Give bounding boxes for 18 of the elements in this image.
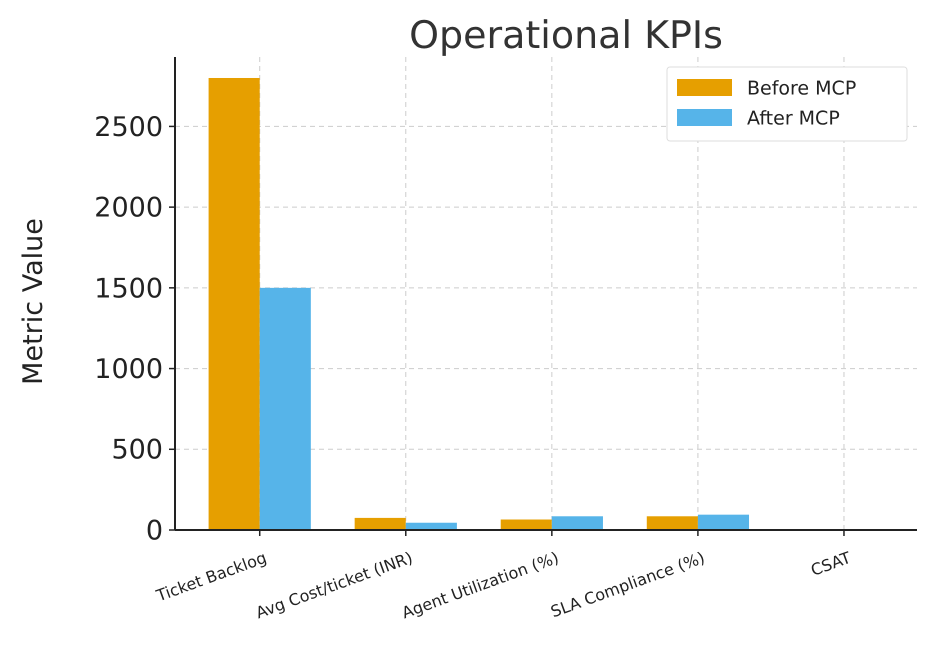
- bar: [208, 78, 260, 530]
- y-tick-label: 1500: [94, 273, 163, 304]
- legend-label: After MCP: [747, 108, 840, 130]
- y-tick-label: 2500: [94, 112, 163, 143]
- y-tick-label: 0: [146, 515, 163, 546]
- bar: [646, 516, 698, 530]
- x-tick-label: CSAT: [808, 548, 854, 580]
- y-tick-label: 1000: [94, 354, 163, 386]
- chart-title: Operational KPIs: [409, 13, 723, 57]
- y-axis-title: Metric Value: [18, 218, 49, 385]
- bar: [260, 288, 311, 530]
- y-tick-label: 500: [111, 434, 163, 466]
- bar: [354, 518, 406, 530]
- bar: [500, 520, 552, 530]
- bar: [552, 516, 603, 530]
- legend-label: Before MCP: [747, 78, 856, 100]
- bar: [698, 514, 750, 530]
- y-tick-label: 2000: [94, 192, 163, 224]
